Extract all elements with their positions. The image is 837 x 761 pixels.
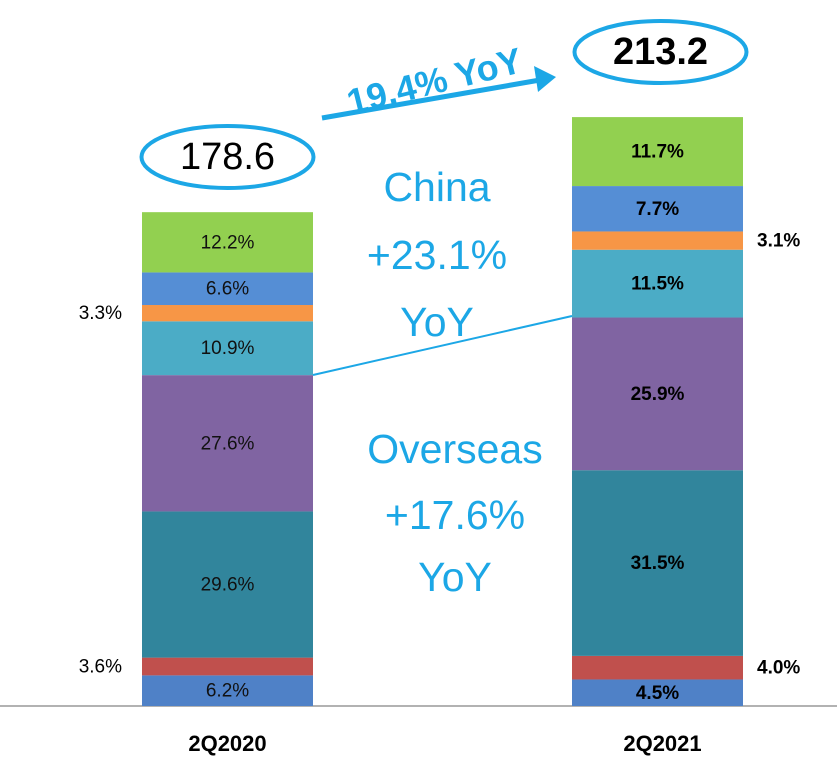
bar-segment: [572, 117, 743, 187]
china-label: YoY: [400, 299, 474, 345]
segment-label: 4.0%: [757, 658, 800, 679]
segment-label: 6.2%: [206, 681, 249, 702]
segment-label: 3.1%: [757, 231, 800, 252]
bar-segment: [142, 272, 313, 306]
segment-label: 3.3%: [79, 303, 122, 324]
segment-label: 6.6%: [206, 279, 249, 300]
connector: [312, 315, 573, 376]
segment-label: 25.9%: [631, 384, 685, 405]
overseas-label: Overseas: [367, 426, 542, 472]
overseas-label: YoY: [418, 554, 492, 600]
segment-label: 11.7%: [631, 142, 684, 163]
x-tick-label: 2Q2021: [623, 731, 701, 756]
bar-segment: [572, 249, 743, 318]
bar-segment: [142, 511, 313, 658]
segment-label: 12.2%: [201, 232, 255, 253]
china-label: China: [383, 164, 490, 210]
x-tick-label: 2Q2020: [188, 731, 266, 756]
segment-label: 29.6%: [201, 575, 255, 596]
bar-segment: [572, 231, 743, 250]
bar-segment: [572, 186, 743, 232]
segment-label: 3.6%: [79, 657, 122, 678]
total-ellipse: [572, 19, 749, 85]
bar-segment: [142, 305, 313, 322]
segment-label: 10.9%: [201, 338, 255, 359]
arrow-head: [534, 66, 556, 92]
bar-segment: [142, 675, 313, 706]
total-label: 213.2: [613, 31, 708, 73]
segment-label: 27.6%: [201, 433, 255, 454]
bar-segment: [572, 655, 743, 680]
bar-segment: [142, 212, 313, 273]
total-ellipse: [139, 124, 316, 190]
bar-segment: [142, 375, 313, 512]
segment-label: 4.5%: [636, 683, 679, 704]
overseas-label: +17.6%: [385, 492, 525, 538]
segment-label: 11.5%: [631, 274, 684, 295]
bar-segment: [572, 317, 743, 471]
total-label: 178.6: [180, 136, 275, 178]
bar-segment: [572, 470, 743, 656]
bar-segment: [142, 321, 313, 376]
bar-segment: [142, 657, 313, 676]
segment-label: 31.5%: [631, 553, 685, 574]
growth-label: 19.4% YoY: [343, 40, 526, 123]
growth-arrow: [321, 77, 541, 121]
segment-label: 7.7%: [636, 199, 679, 220]
china-label: +23.1%: [367, 232, 507, 278]
bar-segment: [572, 679, 743, 706]
